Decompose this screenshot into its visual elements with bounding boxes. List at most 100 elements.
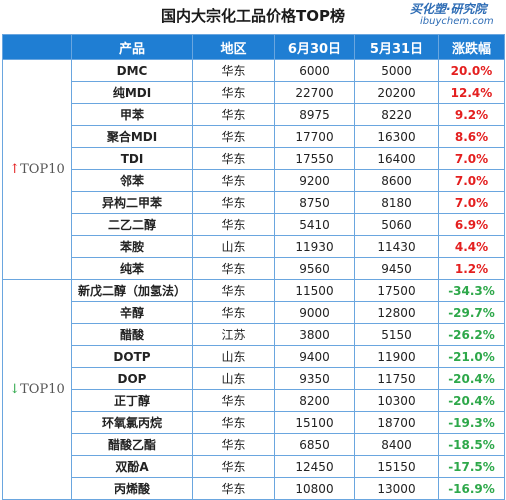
cell-region: 华东: [192, 169, 275, 192]
cell-change: -16.9%: [438, 477, 505, 500]
cell-region: 华东: [192, 191, 275, 214]
cell-jun30: 17550: [274, 147, 355, 170]
cell-change: -26.2%: [438, 323, 505, 346]
cell-change: -18.5%: [438, 433, 505, 456]
brand-logo: 买化塑·研究院 ibuychem.com: [410, 2, 504, 30]
cell-may31: 5060: [354, 213, 439, 236]
table-row: 醋酸 江苏 3800 5150 -26.2%: [3, 323, 505, 346]
header-blank: [2, 34, 72, 60]
cell-region: 华东: [192, 477, 275, 500]
cell-change: 8.6%: [438, 125, 505, 148]
cell-region: 华东: [192, 279, 275, 302]
table-row: 聚合MDI 华东 17700 16300 8.6%: [3, 125, 505, 148]
cell-region: 江苏: [192, 323, 275, 346]
cell-change: -19.3%: [438, 411, 505, 434]
table-row: 醋酸乙酯 华东 6850 8400 -18.5%: [3, 433, 505, 456]
cell-product: DOTP: [71, 345, 193, 368]
cell-may31: 5000: [354, 59, 439, 82]
cell-region: 山东: [192, 367, 275, 390]
cell-jun30: 22700: [274, 81, 355, 104]
cell-jun30: 8750: [274, 191, 355, 214]
cell-region: 华东: [192, 59, 275, 82]
header-row: 产品 地区 6月30日 5月31日 涨跌幅: [2, 34, 505, 60]
cell-product: 纯苯: [71, 257, 193, 280]
cell-product: 正丁醇: [71, 389, 193, 412]
header-may31: 5月31日: [354, 34, 439, 60]
cell-region: 华东: [192, 433, 275, 456]
cell-change: -20.4%: [438, 389, 505, 412]
cell-region: 华东: [192, 125, 275, 148]
table-row: 丙烯酸 华东 10800 13000 -16.9%: [3, 477, 505, 500]
logo-line2: ibuychem.com: [420, 16, 494, 27]
cell-region: 华东: [192, 301, 275, 324]
cell-jun30: 5410: [274, 213, 355, 236]
cell-product: 苯胺: [71, 235, 193, 258]
table-row: 双酚A 华东 12450 15150 -17.5%: [3, 455, 505, 478]
cell-jun30: 8975: [274, 103, 355, 126]
table-row: 纯MDI 华东 22700 20200 12.4%: [3, 81, 505, 104]
cell-product: DMC: [71, 59, 193, 82]
cell-jun30: 15100: [274, 411, 355, 434]
cell-change: -20.4%: [438, 367, 505, 390]
header-product: 产品: [71, 34, 193, 60]
cell-jun30: 9350: [274, 367, 355, 390]
cell-product: 聚合MDI: [71, 125, 193, 148]
cell-product: 辛醇: [71, 301, 193, 324]
cell-jun30: 8200: [274, 389, 355, 412]
arrow-up-icon: ↑: [9, 162, 21, 177]
cell-change: -29.7%: [438, 301, 505, 324]
cell-jun30: 10800: [274, 477, 355, 500]
cell-jun30: 9200: [274, 169, 355, 192]
cell-change: 4.4%: [438, 235, 505, 258]
cell-change: 20.0%: [438, 59, 505, 82]
cell-jun30: 3800: [274, 323, 355, 346]
cell-jun30: 6850: [274, 433, 355, 456]
cell-product: TDI: [71, 147, 193, 170]
cell-jun30: 11500: [274, 279, 355, 302]
table-row: DOP 山东 9350 11750 -20.4%: [3, 367, 505, 390]
cell-change: 7.0%: [438, 191, 505, 214]
cell-jun30: 9400: [274, 345, 355, 368]
cell-region: 华东: [192, 147, 275, 170]
header-jun30: 6月30日: [274, 34, 355, 60]
cell-jun30: 17700: [274, 125, 355, 148]
cell-may31: 12800: [354, 301, 439, 324]
cell-product: DOP: [71, 367, 193, 390]
table-row: 邻苯 华东 9200 8600 7.0%: [3, 169, 505, 192]
cell-product: 甲苯: [71, 103, 193, 126]
table-row: ↑TOP10 DMC 华东 6000 5000 20.0%: [2, 59, 505, 280]
cell-product: 邻苯: [71, 169, 193, 192]
cell-may31: 8600: [354, 169, 439, 192]
cell-jun30: 12450: [274, 455, 355, 478]
table-body: ↑TOP10 DMC 华东 6000 5000 20.0% 纯MDI 华东 22700 20200…: [2, 59, 505, 500]
cell-region: 华东: [192, 257, 275, 280]
page-title: 国内大宗化工品价格TOP榜: [161, 7, 345, 25]
cell-region: 华东: [192, 103, 275, 126]
cell-may31: 10300: [354, 389, 439, 412]
group-label-text: TOP10: [20, 382, 65, 397]
cell-may31: 18700: [354, 411, 439, 434]
table-row: DOTP 山东 9400 11900 -21.0%: [3, 345, 505, 368]
cell-region: 华东: [192, 411, 275, 434]
cell-product: 醋酸: [71, 323, 193, 346]
cell-may31: 8400: [354, 433, 439, 456]
cell-may31: 16400: [354, 147, 439, 170]
group-label-rising: ↑TOP10: [2, 59, 72, 280]
cell-region: 华东: [192, 389, 275, 412]
cell-product: 新戊二醇（加氢法）: [71, 279, 193, 302]
header-region: 地区: [192, 34, 275, 60]
logo-line1: 买化塑·研究院: [410, 2, 487, 16]
table-row: 苯胺 山东 11930 11430 4.4%: [3, 235, 505, 258]
cell-region: 山东: [192, 235, 275, 258]
cell-may31: 20200: [354, 81, 439, 104]
cell-change: -21.0%: [438, 345, 505, 368]
table-row: TDI 华东 17550 16400 7.0%: [3, 147, 505, 170]
table-row: 正丁醇 华东 8200 10300 -20.4%: [3, 389, 505, 412]
cell-may31: 16300: [354, 125, 439, 148]
cell-product: 纯MDI: [71, 81, 193, 104]
cell-may31: 5150: [354, 323, 439, 346]
cell-region: 华东: [192, 213, 275, 236]
cell-may31: 8220: [354, 103, 439, 126]
cell-may31: 15150: [354, 455, 439, 478]
cell-region: 华东: [192, 81, 275, 104]
